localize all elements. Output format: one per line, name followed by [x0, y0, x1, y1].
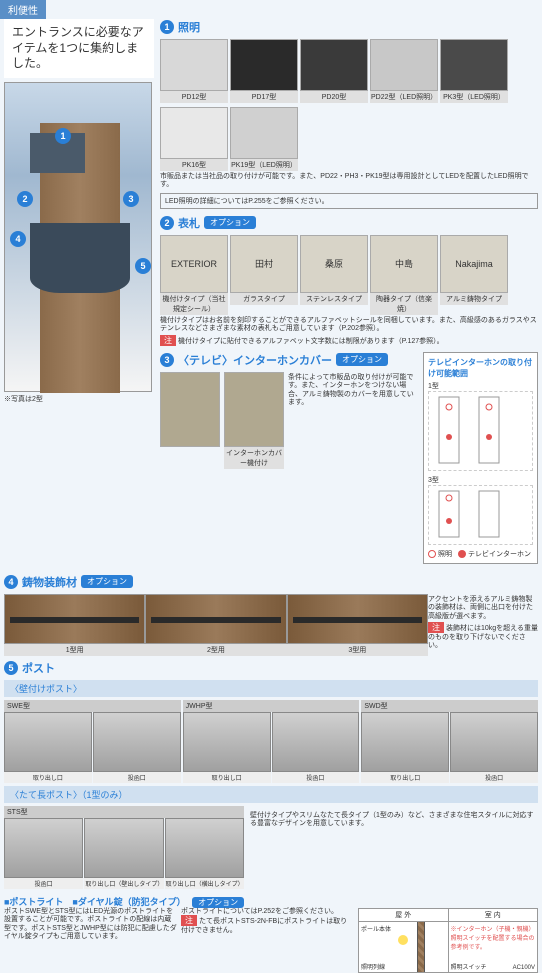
section-title-3: 〈テレビ〉インターホンカバー: [178, 352, 332, 368]
section-num-2: 2: [160, 216, 174, 230]
s2-warn: 機付けタイプに貼付できるアルファベット文字数には制限があります（P.127参照）…: [178, 338, 444, 345]
marker-1: 1: [55, 128, 71, 144]
warn-icon: 注: [160, 335, 176, 346]
section-title-4: 鋳物装飾材: [22, 574, 77, 590]
s1-led-note: LED照明の詳細についてはP.255をご参照ください。: [160, 193, 538, 209]
sub-tall-post: 〈たて長ポスト〉（1型のみ）: [4, 786, 538, 803]
lighting-thumb-1: PD17型: [230, 39, 298, 103]
nameplate-thumb-4: Nakajima アルミ鋳物タイプ: [440, 235, 508, 315]
lighting-thumb-0: PD12型: [160, 39, 228, 103]
marker-3: 3: [123, 191, 139, 207]
red-note: ※インターホン（子機・親機）照明スイッチを配置する場合の参考例です。: [451, 924, 536, 951]
warn-icon: 注: [428, 622, 444, 633]
section-num-1: 1: [160, 20, 174, 34]
s5-sub2-note: 壁付けタイプやスリムなたて長タイプ（1型のみ）など、さまざまな住宅スタイルに対応…: [246, 808, 538, 889]
group-label-0: SWE型: [4, 700, 181, 712]
section-casting: 4 鋳物装飾材 オプション 1型用 2型用 3型用 アクセントを添えるアルミ鋳物…: [0, 574, 542, 656]
section-title-5: ポスト: [22, 660, 55, 676]
group-label-2: SWD型: [361, 700, 538, 712]
intercom-thumb-1: [160, 372, 220, 469]
light-icon: [398, 935, 408, 945]
sts-thumb-2: 取り出し口（横出しタイプ）: [165, 818, 244, 889]
option-tag-2: オプション: [204, 216, 256, 229]
main-product-image: 1 2 3 4 5: [4, 82, 152, 392]
bottom-warn: たて長ポストSTS-2N-FBにポストライトは取り付けできません。: [181, 918, 347, 933]
bottom-title: ■ポストライト ■ダイヤル錠（防犯タイプ）: [4, 897, 186, 907]
section-title-2: 表札: [178, 215, 200, 231]
nameplate-thumb-1: 田村 ガラスタイプ: [230, 235, 298, 315]
option-tag-3: オプション: [336, 353, 388, 366]
post-thumb-0-1: 投函口: [93, 712, 181, 783]
main-caption: ※写真は2型: [4, 394, 154, 404]
section-num-5: 5: [4, 661, 18, 675]
section-num-4: 4: [4, 575, 18, 589]
casting-thumb-1: 1型用: [4, 594, 145, 656]
intro-text: エントランスに必要なアイテムを1つに集約しました。: [4, 19, 154, 78]
post-thumb-2-0: 取り出し口: [361, 712, 449, 783]
group-label-1: JWHP型: [183, 700, 360, 712]
header-tag: 利便性: [0, 0, 46, 19]
bottom-text: ポストSWE型とSTS型にはLED光源のポストライトを設置することが可能です。ポ…: [4, 908, 177, 942]
casting-thumb-2: 2型用: [145, 594, 286, 656]
marker-5: 5: [135, 258, 151, 274]
sts-thumb-1: 取り出し口（壁出しタイプ）: [84, 818, 163, 889]
lighting-thumb-5: PK16型: [160, 107, 228, 171]
section-post: 5 ポスト 〈壁付けポスト〉 SWE型取り出し口投函口JWHP型取り出し口投函口…: [0, 660, 542, 973]
s1-note: 市販品または当社品の取り付けが可能です。また、PD22・PH3・PK19型は専用…: [160, 173, 538, 190]
post-thumb-1-1: 投函口: [272, 712, 360, 783]
intercom-range-diagram: テレビインターホンの取り付け可能範囲 1型 3型 照明 テレビインターホン: [423, 352, 538, 564]
s2-desc: 機付けタイプはお名前を刻印することができるアルファベットシールを同梱しています。…: [160, 317, 538, 334]
post-thumb-1-0: 取り出し口: [183, 712, 271, 783]
section-intercom: 3 〈テレビ〉インターホンカバー オプション インターホンカバー機付け 条件によ…: [160, 352, 538, 564]
section-nameplate: 2 表札 オプション EXTERIOR 機付けタイプ（当社規定シール） 田村 ガ…: [160, 215, 538, 346]
nameplate-thumb-3: 中島 陶器タイプ（信楽焼）: [370, 235, 438, 315]
marker-2: 2: [17, 191, 33, 207]
warn-icon: 注: [181, 915, 197, 926]
section-lighting: 1 照明 PD12型 PD17型 PD20型 PD22型（LED照明） PK3型…: [160, 19, 538, 209]
wiring-diagram: 屋 外 室 内 ポール本体 照明列線 ※インターホン（子機・親機）照明スイッチを…: [358, 908, 538, 973]
group-sts: STS型: [4, 806, 244, 818]
lighting-thumb-6: PK19型（LED照明）: [230, 107, 298, 171]
sub-wall-post: 〈壁付けポスト〉: [4, 680, 538, 697]
option-tag-4: オプション: [81, 575, 133, 588]
nameplate-thumb-0: EXTERIOR 機付けタイプ（当社規定シール）: [160, 235, 228, 315]
s4-warn: 装飾材には10kgを超える重量のものを取り下げないでください。: [428, 625, 538, 649]
intercom-thumb-2: インターホンカバー機付け: [224, 372, 284, 469]
post-thumb-2-1: 投函口: [450, 712, 538, 783]
bottom-option-tag: オプション: [192, 897, 244, 908]
lighting-thumb-4: PK3型（LED照明）: [440, 39, 508, 103]
lighting-thumb-2: PD20型: [300, 39, 368, 103]
lighting-thumb-3: PD22型（LED照明）: [370, 39, 438, 103]
post-thumb-0-0: 取り出し口: [4, 712, 92, 783]
sts-thumb-0: 投函口: [4, 818, 83, 889]
bottom-note: ポストライトについてはP.252をご参照ください。: [181, 908, 354, 916]
nameplate-thumb-2: 桑原 ステンレスタイプ: [300, 235, 368, 315]
section-title-1: 照明: [178, 19, 200, 35]
s3-desc: 条件によって市販品の取り付けが可能です。また、インターホンをつけない場合、アルミ…: [288, 374, 419, 469]
marker-4: 4: [10, 231, 26, 247]
section-num-3: 3: [160, 353, 174, 367]
casting-thumb-3: 3型用: [287, 594, 428, 656]
s4-desc: アクセントを添えるアルミ鋳物製の装飾材は、両側に出口を付けた高級版が選べます。: [428, 596, 538, 621]
